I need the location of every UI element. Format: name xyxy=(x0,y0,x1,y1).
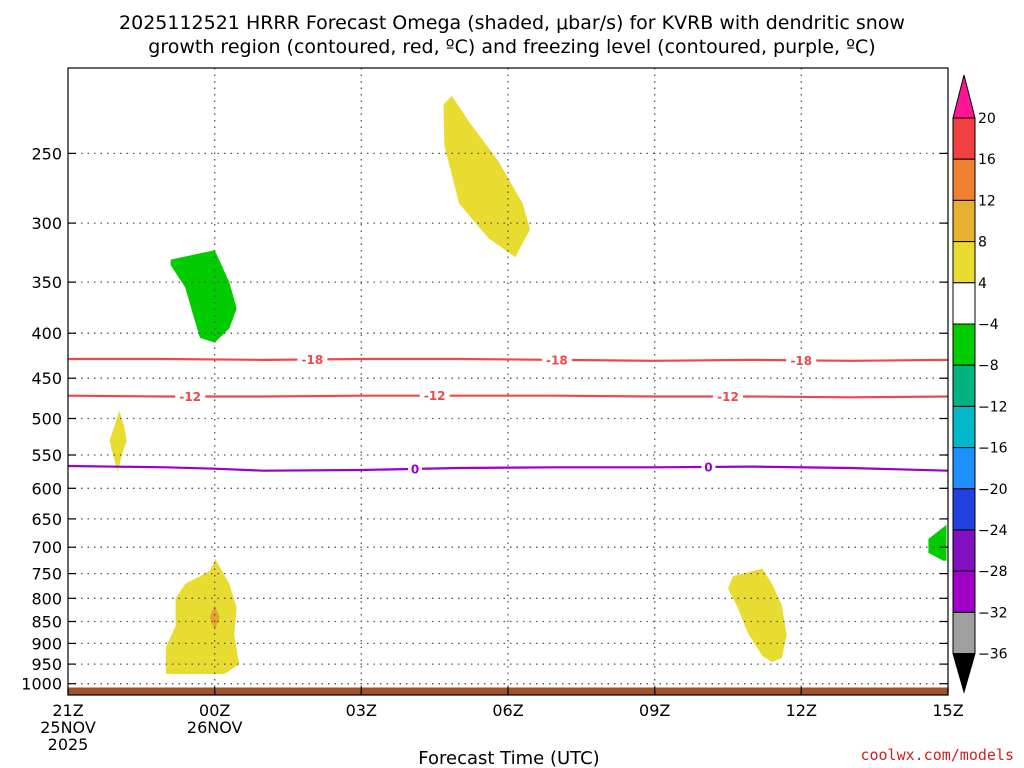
y-tick-label: 600 xyxy=(31,479,62,498)
omega-region-6 xyxy=(928,524,947,561)
colorbar-box-3 xyxy=(952,199,976,243)
contour-label--12: -12 xyxy=(717,390,739,404)
x-tick-label: 21Z xyxy=(52,701,83,720)
x-tick-label: 03Z xyxy=(346,701,377,720)
contour-label-0: 0 xyxy=(704,460,712,474)
y-tick-label: 250 xyxy=(31,144,62,163)
y-tick-label: 850 xyxy=(31,613,62,632)
y-tick-label: 550 xyxy=(31,446,62,465)
colorbar-label: 12 xyxy=(978,193,996,209)
colorbar-label: 16 xyxy=(978,152,996,168)
y-tick-label: 650 xyxy=(31,510,62,529)
colorbar-label: −12 xyxy=(978,399,1008,415)
contour-label--18: -18 xyxy=(546,353,568,367)
colorbar-label: −32 xyxy=(978,605,1008,621)
x-tick-label: 15Z xyxy=(932,701,963,720)
contour-label-bg-1-0 xyxy=(175,389,206,404)
y-tick-label: 950 xyxy=(31,655,62,674)
colorbar-box-7 xyxy=(952,364,976,407)
y-tick-label: 400 xyxy=(31,324,62,343)
colorbar-label: 8 xyxy=(978,235,987,251)
colorbar-label: −4 xyxy=(978,317,999,333)
colorbar-box-13 xyxy=(952,611,976,655)
contour-label-bg-0-2 xyxy=(786,353,817,368)
contour-label-bg-2-1 xyxy=(701,459,716,474)
contour-label--12: -12 xyxy=(424,389,446,403)
contour-label-bg-1-1 xyxy=(419,388,450,403)
contour-label--18: -18 xyxy=(790,354,812,368)
colorbar-label: −36 xyxy=(978,647,1008,663)
colorbar-box-1 xyxy=(952,117,976,160)
credit-link[interactable]: coolwx.com/models xyxy=(860,746,1014,764)
x-tick-label: 09Z xyxy=(639,701,670,720)
omega-shaded-layer xyxy=(109,95,947,674)
colorbar-label: −16 xyxy=(978,441,1008,457)
contour-label--18: -18 xyxy=(302,353,324,367)
omega-region-0 xyxy=(443,95,530,258)
x-tick-label: 06Z xyxy=(492,701,523,720)
colorbar-label: −24 xyxy=(978,523,1008,539)
x-tick-label: 00Z xyxy=(199,701,230,720)
colorbar-box-12 xyxy=(952,570,976,613)
contour-label-bg-1-2 xyxy=(713,389,743,404)
contour-label-bg-0-0 xyxy=(297,352,328,367)
y-tick-label: 500 xyxy=(31,410,62,429)
contour-line--12 xyxy=(67,394,949,399)
colorbar-box-5 xyxy=(952,282,976,325)
colorbar-top-arrow xyxy=(952,74,976,119)
grid-layer xyxy=(68,68,948,695)
y-tick-label: 700 xyxy=(31,538,62,557)
colorbar-box-4 xyxy=(952,241,976,284)
chart-title-line2: growth region (contoured, red, ºC) and f… xyxy=(148,36,875,58)
x-tick-label: 26NOV xyxy=(187,718,243,737)
contour-label-0: 0 xyxy=(411,462,419,476)
y-tick-label: 900 xyxy=(31,634,62,653)
x-axis-title: Forecast Time (UTC) xyxy=(418,748,599,768)
x-tick-label: 12Z xyxy=(786,701,817,720)
colorbar: 20 16 12 8 4 −4 −8 −12 −16 −20 −24 −28 −32 −36 xyxy=(952,74,1008,694)
omega-region-5 xyxy=(728,568,787,663)
colorbar-label: −28 xyxy=(978,564,1008,580)
contour-label--12: -12 xyxy=(179,390,201,404)
contour-label-bg-0-1 xyxy=(541,352,572,367)
colorbar-label: −8 xyxy=(978,358,999,374)
x-tick-label: 25NOV xyxy=(40,718,96,737)
colorbar-label: −20 xyxy=(978,482,1008,498)
contour-layer: -18 -18 -18 -12 -12 -12 0 0 xyxy=(67,352,949,476)
y-tick-label: 1000 xyxy=(21,675,62,694)
colorbar-box-11 xyxy=(952,529,976,572)
y-tick-label: 750 xyxy=(31,565,62,584)
y-tick-label: 800 xyxy=(31,589,62,608)
y-axis: 250 300 350 400 450 500 550 600 650 700 750 800 850 9… xyxy=(21,144,948,694)
omega-region-3 xyxy=(165,558,240,674)
x-tick-label: 2025 xyxy=(48,735,89,754)
y-tick-label: 450 xyxy=(31,369,62,388)
omega-region-2 xyxy=(109,410,127,472)
colorbar-label: 4 xyxy=(978,276,987,292)
y-tick-label: 300 xyxy=(31,214,62,233)
colorbar-box-2 xyxy=(952,158,976,201)
contour-line-0 xyxy=(67,464,949,472)
colorbar-box-6 xyxy=(952,323,976,366)
omega-region-4 xyxy=(209,605,220,631)
colorbar-label: 20 xyxy=(978,111,996,127)
colorbar-box-8 xyxy=(952,405,976,449)
colorbar-box-10 xyxy=(952,488,976,531)
contour-label-bg-2-0 xyxy=(408,461,423,476)
colorbar-box-9 xyxy=(952,447,976,490)
chart-title-line1: 2025112521 HRRR Forecast Omega (shaded, … xyxy=(119,12,905,34)
omega-region-1 xyxy=(170,250,237,343)
colorbar-bottom-arrow xyxy=(952,653,976,694)
y-tick-label: 350 xyxy=(31,273,62,292)
